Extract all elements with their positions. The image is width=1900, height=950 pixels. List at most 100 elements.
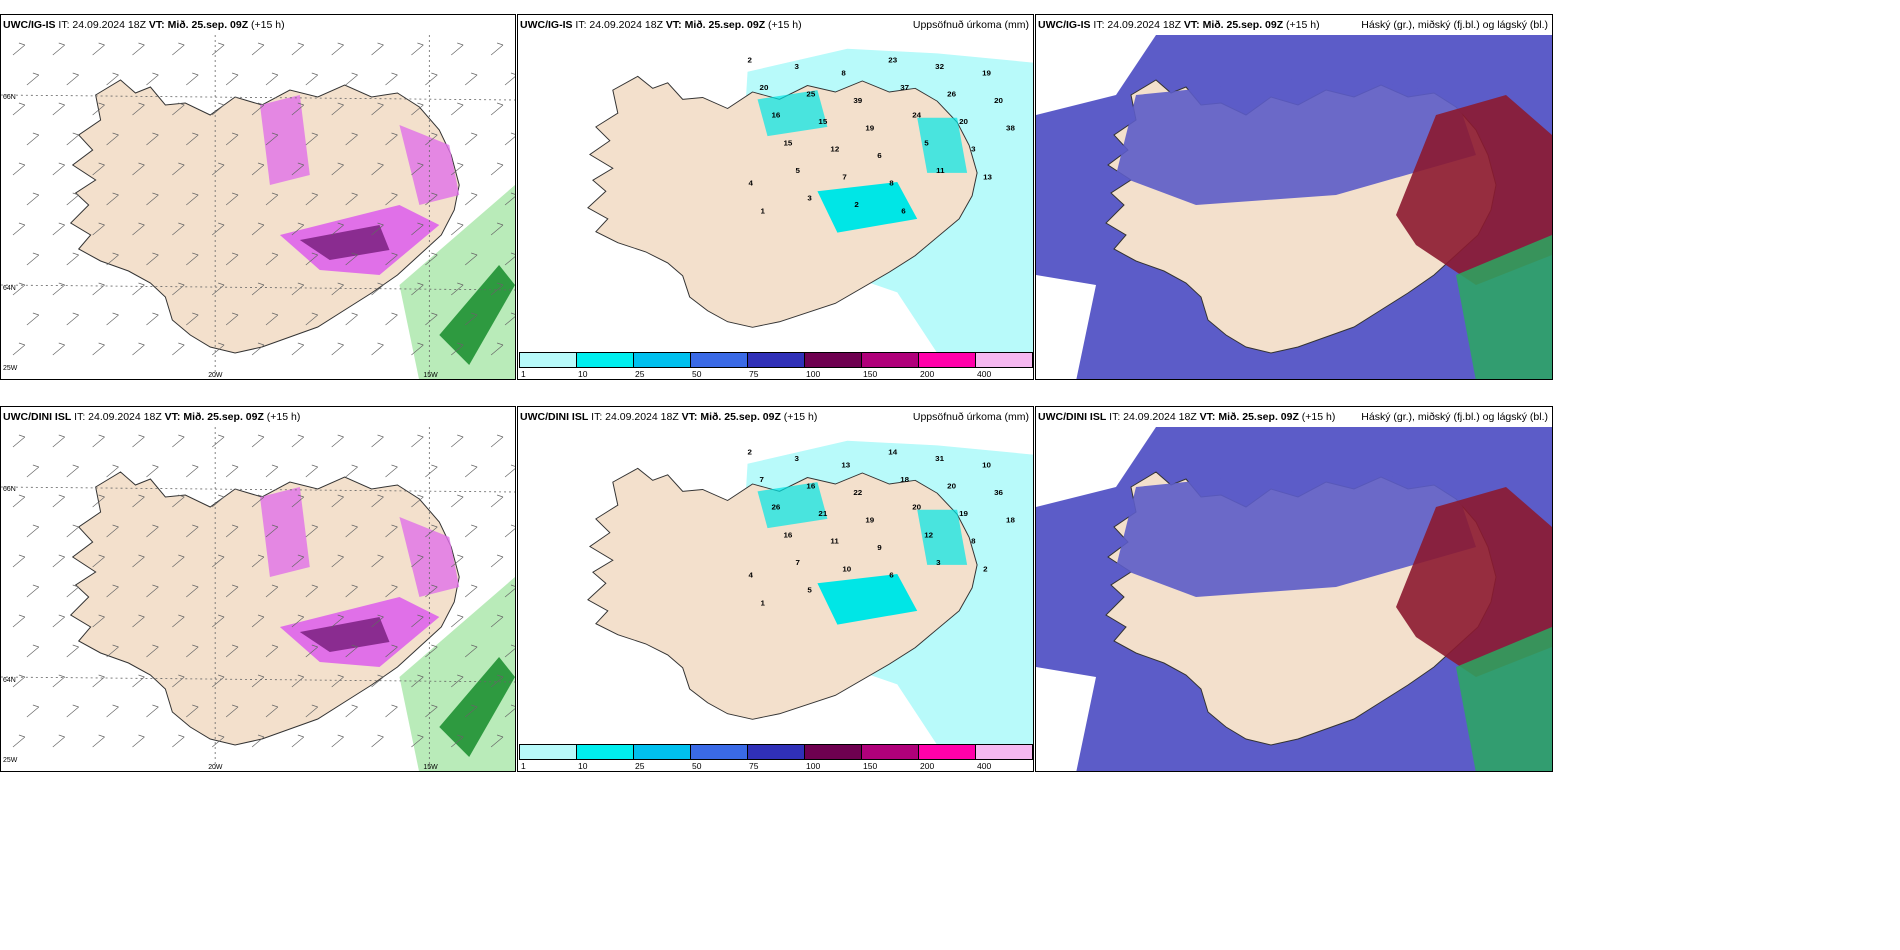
wind-barb xyxy=(490,434,504,448)
wind-barb xyxy=(132,554,145,568)
wind-barb xyxy=(305,644,318,658)
wind-barb xyxy=(251,434,265,448)
wind-barb xyxy=(251,494,265,508)
model-name: UWC/DINI ISL xyxy=(3,411,72,423)
wind-barb xyxy=(305,72,318,86)
wind-barb xyxy=(211,434,225,448)
colorbar-label: 1 xyxy=(521,761,526,771)
precip-mid-area xyxy=(757,90,828,137)
wind-barb xyxy=(66,312,79,326)
wind-barb xyxy=(451,734,464,748)
wind-barb xyxy=(371,614,384,628)
wind-barb xyxy=(305,524,318,538)
wind-barb xyxy=(331,342,344,356)
wind-barb xyxy=(425,72,438,86)
precip-value-label: 1 xyxy=(761,599,766,608)
colorbar-label: 75 xyxy=(749,761,759,771)
precip-value-label: 24 xyxy=(912,111,922,120)
colorbar-label: 400 xyxy=(977,761,992,771)
wind-barb xyxy=(12,102,26,116)
wind-barb xyxy=(504,584,515,598)
wind-barb xyxy=(371,162,384,176)
wind-barb xyxy=(146,72,159,86)
precip-value-label: 3 xyxy=(794,62,798,71)
wind-barb xyxy=(464,584,478,598)
wind-barb xyxy=(251,102,265,116)
precip-value-label: 12 xyxy=(830,145,839,154)
precip-colorbar: 1 10 25 50 75 100 150 200 400 xyxy=(519,352,1033,379)
colorbar-label: 75 xyxy=(749,369,759,379)
wind-barb xyxy=(12,734,26,748)
wind-barb xyxy=(186,72,199,86)
wind-barb xyxy=(425,584,438,598)
snow-area xyxy=(259,95,310,185)
wind-barb xyxy=(451,434,464,448)
precip-value-label: 3 xyxy=(807,194,811,203)
precip-value-label: 16 xyxy=(772,111,781,120)
wind-barb xyxy=(12,42,26,56)
wind-barb xyxy=(451,42,464,56)
wind-barb xyxy=(132,614,145,628)
wind-barb xyxy=(291,494,305,508)
precip-value-label: 19 xyxy=(959,509,968,518)
colorbar-box xyxy=(690,352,748,368)
wind-barb xyxy=(92,674,105,688)
wind-barb xyxy=(331,434,344,448)
init-time: IT: 24.09.2024 18Z xyxy=(1093,19,1181,31)
wind-barb xyxy=(331,674,344,688)
wind-barb xyxy=(425,644,438,658)
wind-barb xyxy=(132,282,145,296)
wind-barb xyxy=(225,464,239,478)
lead-time: (+15 h) xyxy=(783,411,818,423)
wind-barb xyxy=(52,222,65,236)
wind-barb xyxy=(411,282,424,296)
colorbar-label: 10 xyxy=(578,761,588,771)
wind-barb xyxy=(371,434,384,448)
wind-barb xyxy=(92,222,105,236)
wind-barb xyxy=(425,524,438,538)
colorbar-box xyxy=(804,352,862,368)
wind-barb xyxy=(490,554,504,568)
wind-barb xyxy=(225,704,239,718)
wind-barb xyxy=(291,674,305,688)
wind-barb xyxy=(371,342,384,356)
wind-barb xyxy=(490,42,504,56)
map-canvas: 2382332192025393726201615192420381512653… xyxy=(587,48,1033,353)
wind-barb xyxy=(106,524,119,538)
wind-barb xyxy=(504,464,515,478)
lead-time: (+15 h) xyxy=(251,19,285,31)
wind-barb xyxy=(12,162,26,176)
wind-barb xyxy=(425,132,438,146)
wind-barb xyxy=(371,222,384,236)
wind-barb xyxy=(504,644,515,658)
wind-barb xyxy=(106,192,119,206)
wind-barb xyxy=(305,312,318,326)
wind-barb xyxy=(411,42,424,56)
wind-barb xyxy=(504,252,515,266)
colorbar-box xyxy=(633,744,691,760)
wind-barb xyxy=(490,342,504,356)
wind-barb xyxy=(225,72,239,86)
wind-barb xyxy=(251,614,265,628)
valid-time: VT: Mið. 25.sep. 09Z xyxy=(681,411,781,423)
wind-barb xyxy=(106,704,119,718)
wind-barb xyxy=(490,102,504,116)
lat-label: 64N xyxy=(3,677,16,684)
colorbar-box xyxy=(918,352,976,368)
wind-barb xyxy=(66,464,79,478)
model-name: UWC/DINI ISL xyxy=(1038,411,1107,423)
wind-barb xyxy=(146,132,159,146)
wind-barb xyxy=(172,162,185,176)
precip-value-label: 15 xyxy=(783,139,793,148)
wind-barb xyxy=(464,644,478,658)
precip-value-label: 19 xyxy=(982,69,991,78)
wind-barb xyxy=(225,132,239,146)
valid-time: VT: Mið. 25.sep. 09Z xyxy=(665,19,766,31)
colorbar-label: 1 xyxy=(521,369,526,379)
precip-value-label: 26 xyxy=(947,90,956,99)
colorbar-label: 200 xyxy=(920,369,935,379)
wind-barb xyxy=(425,464,438,478)
wind-barb xyxy=(464,464,478,478)
wind-barb xyxy=(211,674,225,688)
precip-value-label: 10 xyxy=(982,461,991,470)
